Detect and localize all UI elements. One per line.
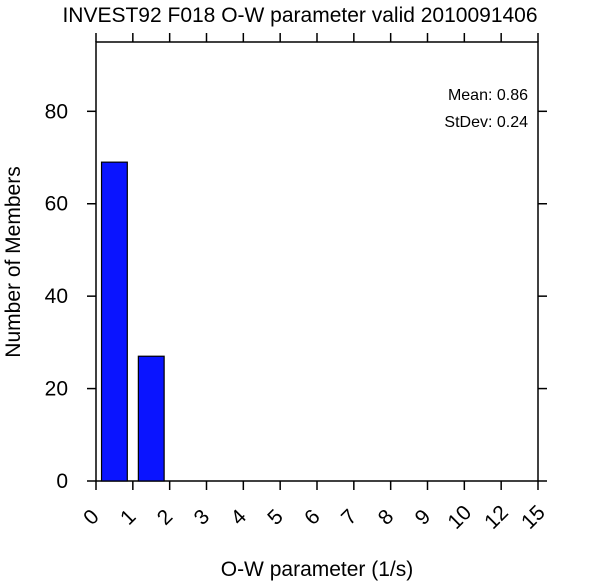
y-tick-label-40: 40 [45, 285, 68, 308]
stdev-annotation: StDev: 0.24 [444, 114, 528, 131]
y-tick-label-60: 60 [45, 193, 68, 216]
x-tick-label-2: 2 [153, 505, 178, 530]
y-tick-label-0: 0 [56, 470, 68, 493]
x-tick-label-0: 0 [79, 505, 104, 530]
bar-1 [137, 355, 165, 482]
y-tick-label-80: 80 [45, 100, 68, 123]
x-tick-label-6: 6 [300, 505, 325, 530]
x-axis-label: O-W parameter (1/s) [221, 558, 414, 581]
y-tick-label-20: 20 [45, 378, 68, 401]
x-tick-label-15: 15 [517, 501, 550, 534]
mean-annotation: Mean: 0.86 [448, 87, 528, 104]
x-tick-label-1: 1 [116, 505, 141, 530]
x-tick-label-12: 12 [480, 501, 513, 534]
x-tick-label-10: 10 [443, 501, 476, 534]
chart-title: INVEST92 F018 O-W parameter valid 201009… [62, 4, 537, 27]
x-tick-label-7: 7 [337, 505, 362, 530]
x-tick-label-5: 5 [263, 505, 288, 530]
x-tick-label-9: 9 [411, 505, 436, 530]
y-axis-label: Number of Members [2, 166, 25, 357]
x-tick-label-8: 8 [374, 505, 399, 530]
bar-0 [100, 161, 128, 482]
x-tick-label-3: 3 [190, 505, 215, 530]
bars [100, 161, 165, 482]
x-tick-label-4: 4 [226, 505, 251, 530]
y-axis: 0 20 40 60 80 [45, 100, 547, 493]
